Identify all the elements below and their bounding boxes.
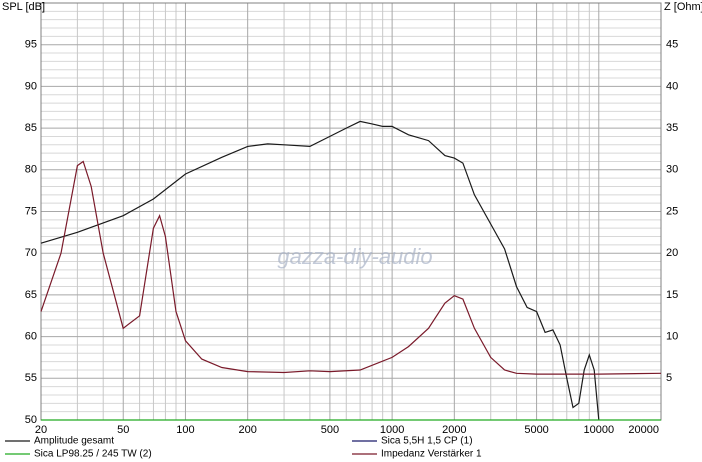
y2-tick-label: 5 [666, 372, 672, 384]
y2-tick-label: 20 [666, 247, 678, 259]
x-tick-label: 10000 [583, 424, 614, 436]
y2-tick-label: 25 [666, 205, 678, 217]
x-tick-label: 500 [321, 424, 339, 436]
watermark: gazza-diy-audio [277, 244, 432, 269]
y-tick-label: 60 [25, 331, 37, 343]
series-line [40, 160, 662, 375]
y2-tick-label: 10 [666, 331, 678, 343]
legend-label: Sica LP98.25 / 245 TW (2) [34, 449, 152, 460]
y-tick-label: 65 [25, 289, 37, 301]
y-tick-label: 55 [25, 372, 37, 384]
x-tick-label: 50 [117, 424, 129, 436]
x-tick-label: 100 [176, 424, 194, 436]
y-tick-label: 70 [25, 247, 37, 259]
y-tick-label: 50 [25, 414, 37, 426]
y2-tick-label: 35 [666, 122, 678, 134]
legend-label: Impedanz Verstärker 1 [381, 449, 482, 460]
legend-label: Amplitude gesamt [34, 436, 114, 447]
y2-axis-label: Z [Ohm] [664, 1, 702, 13]
x-tick-label: 20000 [628, 424, 659, 436]
y-tick-label: 95 [25, 39, 37, 51]
y2-tick-label: 45 [666, 39, 678, 51]
x-tick-label: 1000 [380, 424, 404, 436]
y2-tick-label: 15 [666, 289, 678, 301]
y-tick-label: 90 [25, 80, 37, 92]
y-axis-label: SPL [dB] [2, 1, 45, 13]
y2-tick-label: 30 [666, 164, 678, 176]
legend-label: Sica 5,5H 1,5 CP (1) [381, 436, 473, 447]
y-tick-label: 75 [25, 205, 37, 217]
y-tick-label: 80 [25, 164, 37, 176]
x-tick-label: 2000 [442, 424, 466, 436]
x-tick-label: 5000 [524, 424, 548, 436]
series-line [40, 120, 600, 421]
x-tick-label: 20 [35, 424, 47, 436]
x-tick-label: 200 [238, 424, 256, 436]
y2-tick-label: 40 [666, 80, 678, 92]
y-tick-label: 85 [25, 122, 37, 134]
